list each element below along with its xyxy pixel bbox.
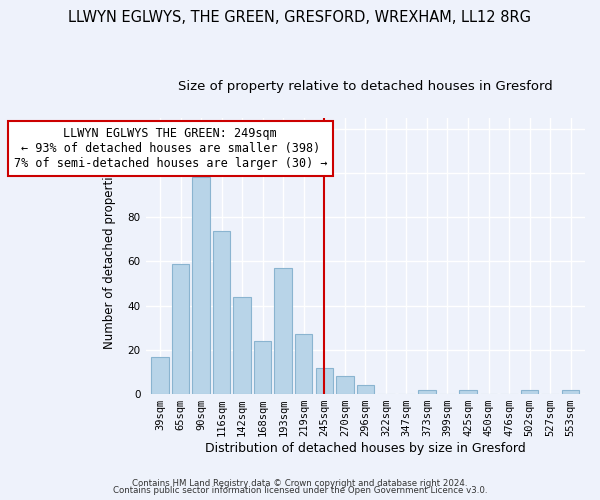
Text: Contains HM Land Registry data © Crown copyright and database right 2024.: Contains HM Land Registry data © Crown c… — [132, 478, 468, 488]
Bar — [193, 178, 210, 394]
Bar — [336, 376, 353, 394]
Bar — [356, 385, 374, 394]
Bar — [418, 390, 436, 394]
Bar — [213, 230, 230, 394]
Bar — [172, 264, 189, 394]
Y-axis label: Number of detached properties: Number of detached properties — [103, 163, 116, 349]
Text: LLWYN EGLWYS THE GREEN: 249sqm
← 93% of detached houses are smaller (398)
7% of : LLWYN EGLWYS THE GREEN: 249sqm ← 93% of … — [14, 126, 327, 170]
Bar — [316, 368, 333, 394]
Text: Contains public sector information licensed under the Open Government Licence v3: Contains public sector information licen… — [113, 486, 487, 495]
Bar — [521, 390, 538, 394]
Bar — [459, 390, 477, 394]
Bar — [233, 297, 251, 394]
Bar — [562, 390, 580, 394]
Text: LLWYN EGLWYS, THE GREEN, GRESFORD, WREXHAM, LL12 8RG: LLWYN EGLWYS, THE GREEN, GRESFORD, WREXH… — [68, 10, 532, 25]
Bar — [274, 268, 292, 394]
Bar — [151, 356, 169, 394]
Bar — [295, 334, 313, 394]
X-axis label: Distribution of detached houses by size in Gresford: Distribution of detached houses by size … — [205, 442, 526, 455]
Bar — [254, 341, 271, 394]
Title: Size of property relative to detached houses in Gresford: Size of property relative to detached ho… — [178, 80, 553, 93]
